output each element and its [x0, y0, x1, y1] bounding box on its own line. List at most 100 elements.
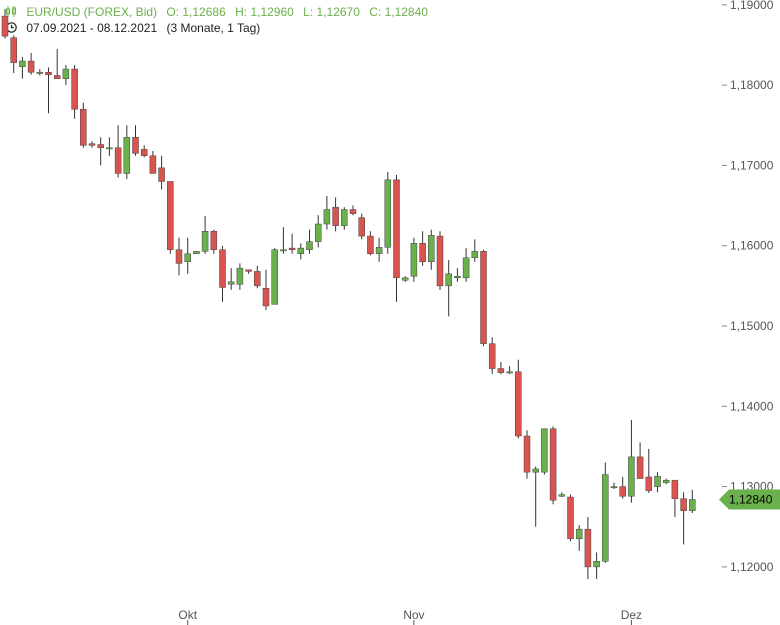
y-tick-label: 1,18000	[730, 78, 774, 92]
candle-body-down	[419, 243, 426, 263]
candle-body-down	[158, 167, 165, 182]
candle-body-down	[71, 68, 78, 110]
y-tick-label: 1,12000	[730, 560, 774, 574]
candle-body-up	[271, 249, 278, 305]
candle-body-up	[471, 251, 479, 259]
candle-body-up	[280, 249, 287, 252]
y-tick-label: 1,17000	[730, 158, 774, 172]
y-tick-label: 1,19000	[730, 0, 774, 12]
candle-body-up	[610, 486, 618, 489]
candle-body-up	[541, 428, 548, 473]
candle-body-up	[410, 243, 418, 277]
candle-body-down	[149, 155, 157, 174]
period-label: (3 Monate, 1 Tag)	[166, 21, 261, 35]
candle-body-up	[297, 247, 305, 254]
candle-body-down	[497, 368, 505, 373]
x-tick-label: Nov	[403, 608, 424, 622]
candle-body-up	[106, 147, 113, 150]
candle-body-up	[628, 456, 635, 497]
candle-body-up	[602, 474, 609, 562]
candle-body-up	[184, 253, 191, 263]
candle-body-down	[367, 235, 374, 254]
candle-body-up	[19, 60, 26, 67]
candle-body-up	[227, 281, 235, 285]
candle-body-down	[567, 496, 574, 540]
candle-body-down	[549, 428, 557, 501]
last-price-marker	[719, 489, 780, 510]
candle-body-down	[636, 456, 644, 479]
candle-body-down	[27, 60, 35, 73]
candle-body-down	[10, 37, 17, 63]
candle-body-up	[36, 72, 44, 74]
candle-body-up	[532, 468, 539, 473]
candle-body-down	[515, 371, 522, 437]
candle-body-down	[480, 251, 487, 344]
candle-body-down	[132, 137, 139, 154]
candle-body-up	[306, 241, 313, 250]
candle-body-up	[384, 179, 392, 248]
candle-body-up	[123, 137, 131, 174]
high-value: H: 1,12960	[235, 5, 294, 19]
candle-body-up	[375, 247, 383, 254]
candlestick-icon	[6, 5, 20, 19]
candle-body-up	[201, 231, 209, 252]
candle-body-down	[358, 217, 365, 237]
candle-body-down	[393, 179, 400, 279]
candle-body-up	[558, 494, 566, 497]
y-tick-label: 1,15000	[730, 319, 774, 333]
candle-body-down	[523, 435, 531, 473]
candle-body-down	[645, 476, 653, 491]
candle-body-down	[619, 486, 626, 497]
candle-body-down	[584, 528, 592, 568]
candle-body-up	[593, 561, 600, 568]
date-range: 07.09.2021 - 08.12.2021	[26, 21, 158, 35]
y-tick-label: 1,14000	[730, 399, 774, 413]
close-value: C: 1,12840	[369, 5, 428, 19]
candle-body-down	[488, 343, 496, 369]
candle-body-down	[254, 271, 261, 287]
candle-body-down	[262, 288, 270, 307]
candle-body-down	[114, 147, 122, 174]
chart-header-range: 07.09.2021 - 08.12.2021 (3 Monate, 1 Tag…	[6, 21, 266, 35]
candle-body-down	[210, 231, 218, 250]
candle-body-down	[53, 75, 61, 79]
candle-body-down	[88, 143, 96, 146]
chart-header-quote: EUR/USD (FOREX, Bid) O: 1,12686 H: 1,129…	[6, 5, 434, 19]
candle-body-down	[288, 247, 296, 250]
candle-body-up	[454, 275, 461, 279]
low-value: L: 1,12670	[303, 5, 360, 19]
candle-body-down	[80, 108, 87, 146]
candle-body-up	[428, 235, 435, 263]
x-tick-label: Okt	[178, 608, 197, 622]
candle-body-up	[62, 68, 70, 79]
candle-body-up	[401, 277, 409, 281]
candle-body-up	[654, 475, 661, 487]
instrument-name: EUR/USD (FOREX, Bid)	[26, 5, 158, 19]
candle-body-up	[314, 223, 322, 242]
candle-body-down	[349, 209, 357, 214]
candle-body-up	[506, 371, 513, 374]
candle-body-down	[45, 72, 52, 75]
candle-body-down	[140, 149, 148, 157]
candle-body-up	[662, 479, 670, 483]
candle-body-up	[445, 273, 452, 287]
candle-body-down	[97, 144, 104, 148]
candle-body-down	[219, 249, 226, 288]
candle-body-up	[462, 257, 470, 279]
candle-body-up	[323, 209, 331, 225]
candle-body-down	[671, 479, 679, 499]
candle-body-up	[193, 251, 200, 254]
last-price-label: 1,12840	[729, 492, 773, 506]
candle-body-up	[236, 267, 244, 285]
candle-body-down	[167, 181, 174, 250]
candle-body-down	[436, 235, 444, 287]
candle-body-down	[245, 269, 252, 272]
candle-body-down	[1, 15, 9, 37]
candle-body-down	[332, 206, 339, 226]
candle-body-up	[341, 209, 348, 226]
y-tick-label: 1,16000	[730, 239, 774, 253]
candle-body-up	[689, 499, 696, 511]
candle-body-up	[575, 528, 583, 540]
candle-body-down	[680, 498, 687, 511]
